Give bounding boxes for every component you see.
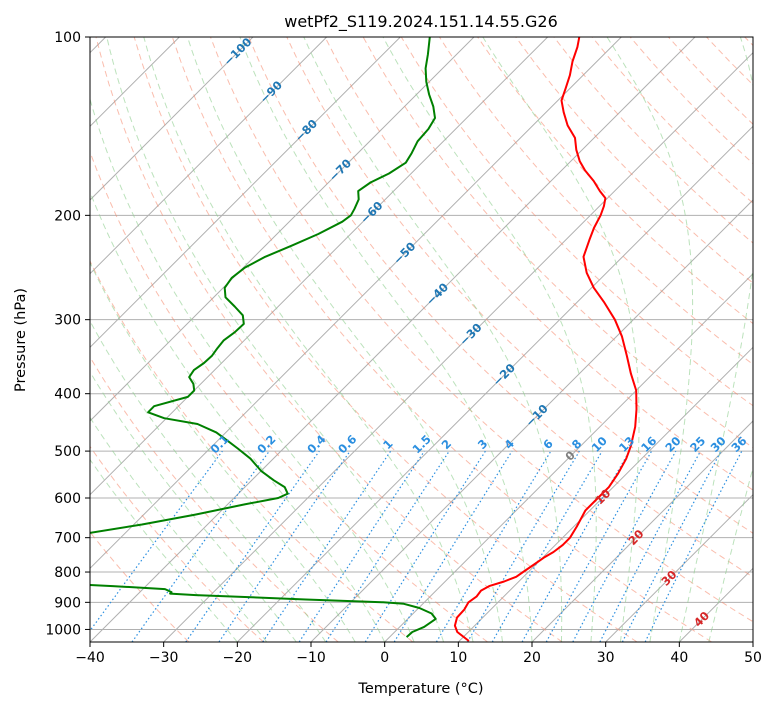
isotherm-gridline [384, 272, 753, 642]
mixing-ratio-line [521, 450, 631, 642]
y-tick-label: 900 [54, 595, 81, 611]
y-tick-label: 500 [54, 444, 81, 460]
y-tick-label: 1000 [45, 622, 81, 638]
y-tick-label: 100 [54, 30, 81, 46]
isotherm-gridline [90, 37, 549, 496]
x-axis: −40 −30 −20 −10 0 10 20 30 40 50 [75, 642, 762, 666]
mixing-ratio-line [218, 450, 351, 642]
mixing-ratio-line [90, 450, 223, 632]
moist-adiabat [303, 37, 563, 642]
isotherm-gridline [90, 37, 622, 570]
plot-area: 0.1 0.2 0.4 0.6 1 1.5 2 3 4 6 8 10 13 16 20 25 30 36−100−… [90, 35, 753, 642]
dewpoint-profile-line [90, 37, 437, 638]
mixing-ratio-line [545, 450, 653, 642]
dry-adiabat [90, 259, 414, 642]
moist-adiabat [106, 37, 445, 642]
y-axis-title: Pressure (hPa) [13, 288, 29, 392]
x-tick-label: −30 [149, 650, 179, 666]
isotherm-gridline [457, 346, 753, 642]
x-tick-label: −40 [75, 650, 105, 666]
temperature-profile-line [453, 37, 638, 642]
dry-adiabat [210, 37, 753, 623]
y-tick-label: 800 [54, 565, 81, 581]
moist-adiabat [90, 370, 297, 642]
x-tick-label: 20 [523, 650, 541, 666]
moist-adiabat [90, 416, 268, 642]
moist-adiabat [143, 37, 474, 642]
moist-adiabat [239, 37, 533, 642]
mixing-ratio-line [185, 450, 320, 642]
isotherm-gridline [90, 37, 475, 422]
isotherm-gridline [236, 125, 753, 642]
isotherm-gridline [90, 37, 254, 201]
dry-adiabat [90, 445, 264, 642]
isotherm-gridline [90, 37, 328, 275]
isotherm-gridline [531, 420, 753, 642]
dry-adiabat [515, 37, 753, 284]
mixing-ratio-line [325, 450, 450, 642]
moist-adiabat [90, 97, 415, 642]
y-tick-label: 300 [54, 313, 81, 329]
x-tick-label: 10 [449, 650, 467, 666]
x-tick-label: 50 [744, 650, 762, 666]
dry-adiabat [133, 37, 638, 642]
y-tick-label: 700 [54, 531, 81, 547]
isotherm-gridline [90, 37, 401, 349]
isotherm-gridline [90, 37, 696, 642]
dry-adiabat [95, 37, 563, 642]
isotherm-gridline [163, 51, 753, 642]
moist-adiabat [187, 37, 503, 642]
dry-adiabat [324, 37, 753, 491]
dry-adiabat [248, 37, 753, 578]
dry-adiabat [90, 356, 339, 642]
mixing-ratio-line [572, 450, 677, 642]
x-tick-label: 0 [380, 650, 389, 666]
plot-frame [89, 36, 754, 643]
y-axis: 100 200 300 400 500 600 700 800 900 1000 [45, 30, 90, 638]
y-tick-label: 600 [54, 491, 81, 507]
x-axis-title: Temperature (°C) [357, 681, 483, 697]
moist-adiabat [90, 458, 238, 642]
moist-adiabat [708, 465, 753, 642]
x-tick-label: 30 [597, 650, 615, 666]
mixing-ratio-line [131, 450, 270, 642]
moist-adiabat [482, 37, 640, 642]
moist-adiabat [382, 37, 597, 642]
x-tick-label: −10 [296, 650, 326, 666]
mixing-ratio-line [298, 450, 425, 642]
y-tick-label: 200 [54, 208, 81, 224]
x-tick-label: 40 [670, 650, 688, 666]
dry-adiabat [171, 37, 712, 642]
moist-adiabat [90, 190, 386, 642]
isotherm-gridline [605, 493, 753, 642]
y-tick-label: 400 [54, 387, 81, 403]
dry-adiabat [286, 37, 753, 534]
chart-title: wetPf2_S119.2024.151.14.55.G26 [284, 12, 558, 32]
moist-adiabat [606, 37, 694, 642]
x-tick-label: −20 [223, 650, 253, 666]
moist-adiabat [678, 37, 753, 642]
mixing-ratio-line [644, 450, 743, 642]
mixing-ratio-line [262, 450, 392, 642]
mixing-ratio-line [393, 450, 513, 642]
